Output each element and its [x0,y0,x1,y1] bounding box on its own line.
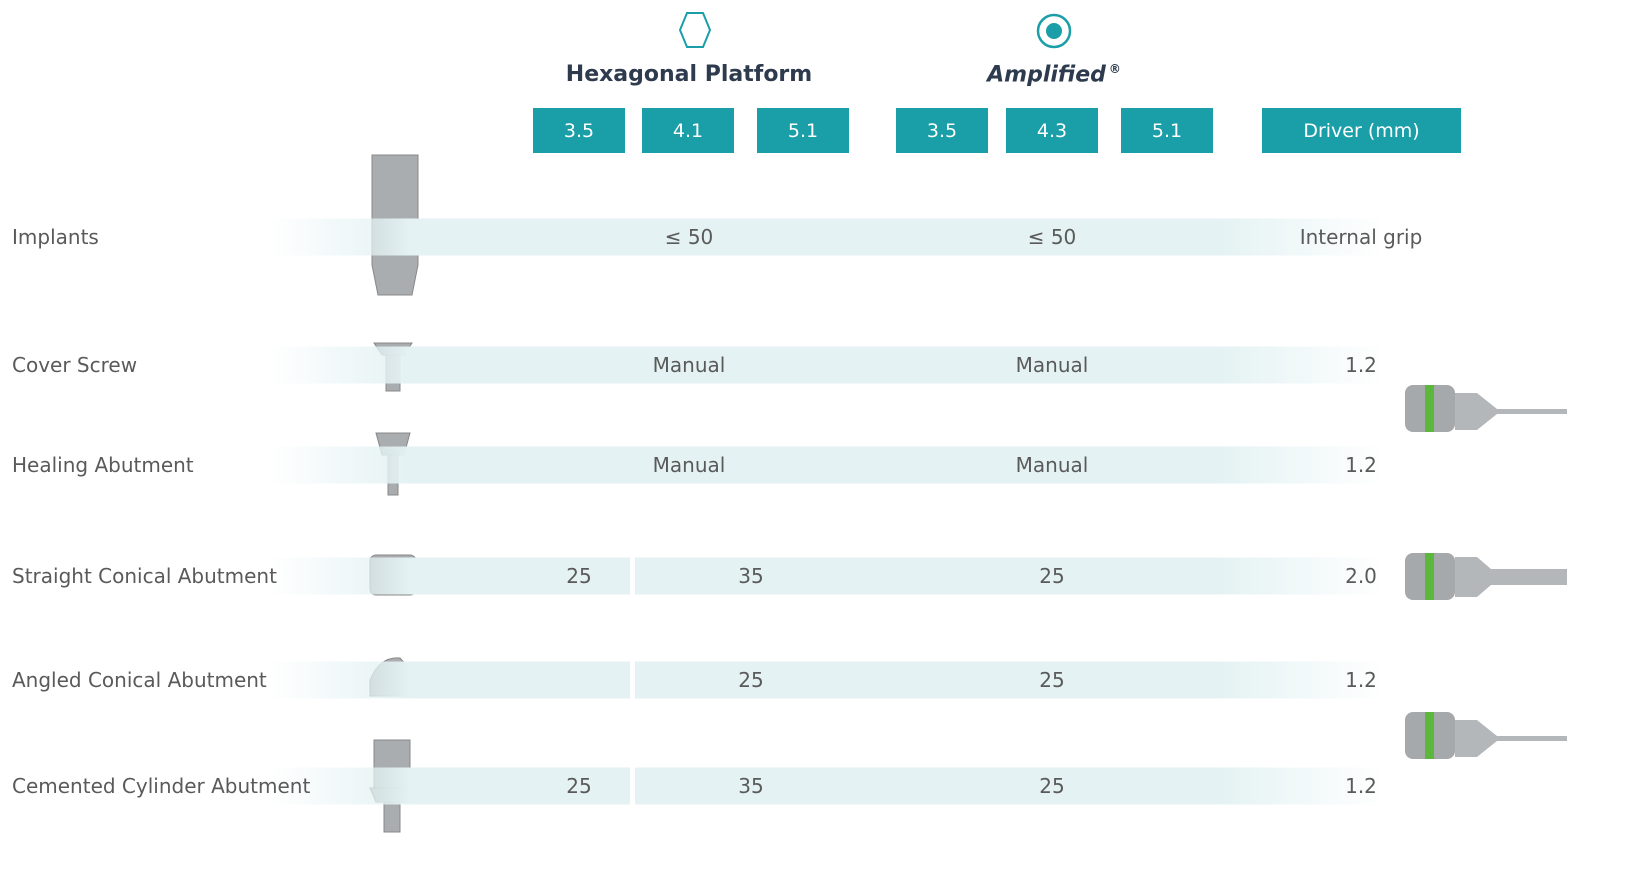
row-band [270,219,1385,256]
cell: 25 [1039,564,1064,588]
cell: 35 [738,774,763,798]
row-band [270,347,1385,384]
group-title-text: Amplified [987,62,1106,87]
cell: 2.0 [1345,564,1377,588]
cell: ≤ 50 [1028,225,1077,249]
row-label: Straight Conical Abutment [12,564,277,588]
cell: 25 [566,564,591,588]
row-band [270,447,1385,484]
cell: Manual [653,353,726,377]
cell: 1.2 [1345,774,1377,798]
cell: 25 [1039,668,1064,692]
cell: Internal grip [1300,225,1423,249]
column-header: 3.5 [896,108,988,153]
hex-icon [680,13,710,47]
driver-images [1405,385,1567,759]
registered-mark: ® [1109,62,1121,76]
column-header: Driver (mm) [1262,108,1461,153]
row-band [270,768,1385,805]
band-gap [630,768,635,805]
cell: Manual [1016,353,1089,377]
cell: 25 [566,774,591,798]
cell: 1.2 [1345,453,1377,477]
column-header: 5.1 [757,108,849,153]
column-header: 5.1 [1121,108,1213,153]
page: Hexagonal Platform Amplified® 3.5 4.1 5.1 3.5… [0,0,1639,876]
amplified-icon-dot [1046,23,1062,39]
cell: 25 [738,668,763,692]
cell: 1.2 [1345,353,1377,377]
column-header: 3.5 [533,108,625,153]
cell: ≤ 50 [665,225,714,249]
cell: Manual [1016,453,1089,477]
column-header: 4.3 [1006,108,1098,153]
group-title: Hexagonal Platform [566,62,812,87]
row-label: Healing Abutment [12,453,194,477]
band-gap [630,662,635,699]
row-label: Angled Conical Abutment [12,668,267,692]
row-band [270,662,1385,699]
row-label: Implants [12,225,99,249]
cell: Manual [653,453,726,477]
row-band [270,558,1385,595]
row-label: Cover Screw [12,353,137,377]
column-header: 4.1 [642,108,734,153]
group-title: Amplified® [987,62,1121,87]
cell: 35 [738,564,763,588]
component-images [370,155,418,832]
cell: 1.2 [1345,668,1377,692]
cell: 25 [1039,774,1064,798]
row-label: Cemented Cylinder Abutment [12,774,310,798]
band-gap [630,558,635,595]
